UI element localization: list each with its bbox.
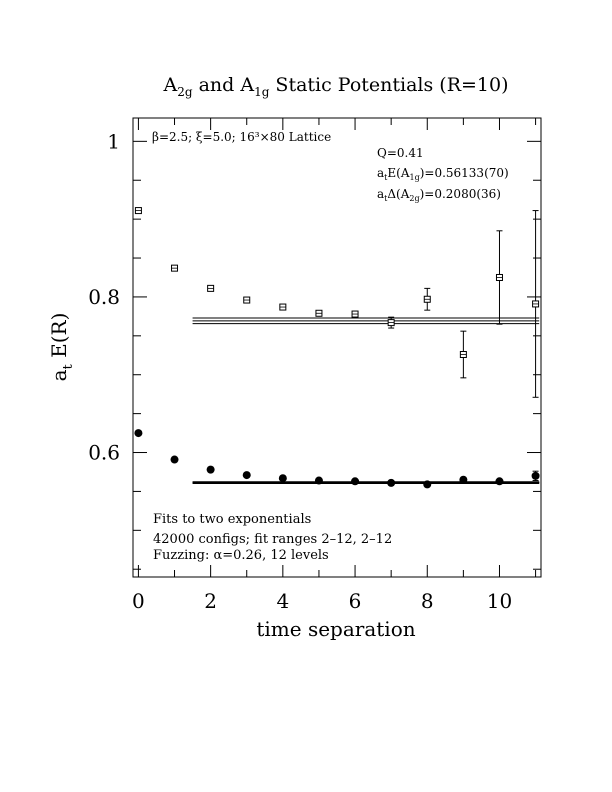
- y-tick-label: 1: [107, 129, 120, 153]
- x-tick-label: 4: [276, 589, 289, 613]
- chart-title: A2g and A1g Static Potentials (R=10): [162, 74, 508, 99]
- fits-annotation: Fits to two exponentials: [153, 512, 311, 527]
- x-tick-label: 2: [204, 589, 217, 613]
- configs-annotation: 42000 configs; fit ranges 2–12, 2–12: [153, 532, 392, 547]
- data-point-a1g: [314, 476, 323, 485]
- data-points: [134, 207, 540, 489]
- data-point-a1g: [278, 474, 287, 483]
- y-tick-label: 0.6: [88, 441, 120, 465]
- fit-bands: [192, 317, 540, 484]
- x-tick-labels: 0 2 4 6 8 10: [132, 589, 512, 613]
- y-axis-label: at E(R): [47, 313, 76, 382]
- x-tick-label: 10: [487, 589, 512, 613]
- fuzzing-annotation: Fuzzing: α=0.26, 12 levels: [153, 548, 329, 563]
- data-point-a1g: [351, 477, 360, 486]
- data-point-a1g: [495, 477, 504, 486]
- data-point-a1g: [242, 471, 251, 480]
- data-point-a1g: [170, 455, 179, 464]
- plot-frame: [132, 117, 542, 578]
- data-point-a1g: [206, 465, 215, 474]
- q-annotation: Q=0.41: [377, 146, 424, 160]
- energy-annotation: atE(A1g)=0.56133(70): [377, 166, 509, 182]
- x-tick-label: 6: [349, 589, 362, 613]
- data-point-a1g: [134, 429, 143, 438]
- y-tick-labels: 0.6 0.8 1: [88, 129, 120, 464]
- data-point-a1g: [387, 478, 396, 487]
- y-tick-label: 0.8: [88, 285, 120, 309]
- axis-ticks: [133, 118, 541, 577]
- x-tick-label: 8: [421, 589, 434, 613]
- x-axis-label: time separation: [256, 617, 415, 641]
- data-point-a1g: [531, 471, 540, 480]
- delta-annotation: atΔ(A2g)=0.2080(36): [377, 187, 501, 203]
- lattice-annotation: β=2.5; ξ=5.0; 16³×80 Lattice: [152, 130, 331, 144]
- x-tick-label: 0: [132, 589, 145, 613]
- data-point-a1g: [459, 475, 468, 484]
- data-point-a1g: [423, 480, 432, 489]
